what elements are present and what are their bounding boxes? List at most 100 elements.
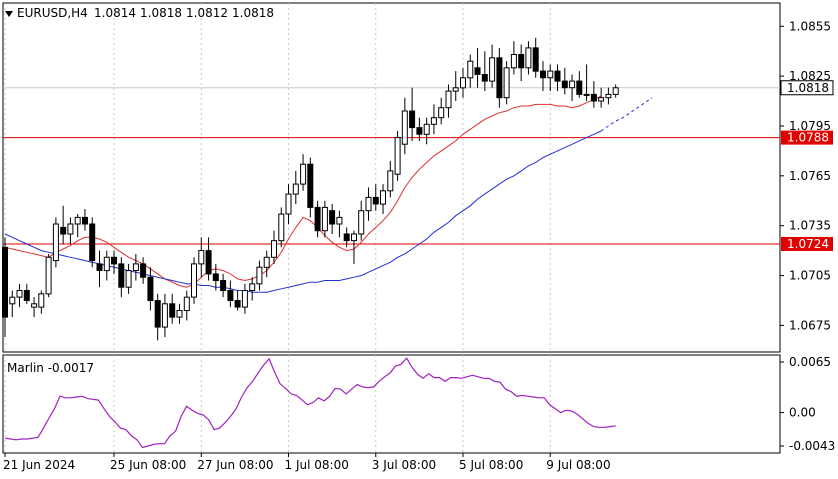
candle[interactable] (183, 290, 190, 321)
candle[interactable] (576, 71, 583, 98)
candle[interactable] (285, 184, 292, 225)
candle[interactable] (518, 44, 525, 82)
candle[interactable] (103, 250, 110, 281)
candle[interactable] (329, 204, 336, 235)
candle[interactable] (154, 293, 161, 341)
candle[interactable] (590, 81, 597, 108)
candle[interactable] (278, 207, 285, 248)
candle[interactable] (358, 200, 365, 241)
candle[interactable] (496, 47, 503, 108)
candle[interactable] (256, 260, 263, 291)
indicator-tick-label: -0.0043 (789, 439, 835, 453)
time-tick-label: 21 Jun 2024 (3, 458, 75, 472)
candle[interactable] (271, 230, 277, 264)
candle[interactable] (205, 237, 212, 281)
candle[interactable] (89, 217, 96, 268)
candle[interactable] (125, 263, 132, 294)
ohlc-low: 1.0812 (186, 6, 228, 20)
candle[interactable] (605, 87, 612, 105)
candle[interactable] (300, 154, 307, 191)
candle[interactable] (452, 71, 459, 102)
candle[interactable] (510, 41, 517, 75)
candle[interactable] (249, 277, 256, 301)
candle[interactable] (198, 237, 205, 278)
candle[interactable] (118, 257, 125, 298)
indicator-panel[interactable] (2, 354, 781, 454)
candle[interactable] (503, 61, 510, 105)
candle[interactable] (212, 263, 219, 291)
candle[interactable] (351, 230, 357, 264)
candle[interactable] (82, 209, 88, 231)
candle[interactable] (467, 54, 474, 88)
candle[interactable] (147, 267, 154, 311)
candle[interactable] (409, 87, 416, 141)
candle[interactable] (227, 280, 234, 308)
candle[interactable] (430, 104, 437, 135)
candle[interactable] (74, 214, 81, 238)
candle[interactable] (38, 290, 45, 314)
candle[interactable] (191, 257, 197, 304)
price-tick-label: 1.0735 (789, 219, 831, 233)
candle[interactable] (416, 117, 423, 141)
candle[interactable] (176, 303, 183, 324)
candle[interactable] (481, 51, 488, 92)
level-price-label: 1.0788 (787, 131, 829, 145)
candle[interactable] (423, 117, 430, 145)
candle[interactable] (31, 297, 38, 318)
indicator-tick-label: 0.0065 (789, 355, 831, 369)
candle[interactable] (401, 97, 408, 155)
candle[interactable] (241, 283, 248, 314)
candle[interactable] (307, 157, 314, 218)
candle[interactable] (45, 253, 52, 298)
candle[interactable] (2, 237, 8, 338)
candle[interactable] (394, 130, 401, 181)
candle[interactable] (263, 250, 270, 278)
candle[interactable] (372, 184, 379, 211)
candle[interactable] (23, 283, 30, 304)
level-price-label: 1.0724 (787, 237, 829, 251)
candle[interactable] (16, 283, 23, 308)
candle[interactable] (365, 187, 372, 221)
candle[interactable] (612, 84, 619, 98)
candle[interactable] (292, 170, 299, 205)
candle[interactable] (52, 217, 59, 268)
candle[interactable] (547, 64, 554, 92)
candle[interactable] (438, 97, 445, 125)
candle[interactable] (380, 184, 386, 215)
fast-moving-average-line (4, 95, 602, 288)
candle[interactable] (321, 200, 328, 238)
candle[interactable] (525, 41, 532, 75)
dropdown-triangle-icon[interactable] (5, 11, 13, 17)
price-tick-label: 1.0825 (789, 69, 831, 83)
candle[interactable] (474, 47, 481, 88)
candle[interactable] (387, 160, 394, 198)
candle[interactable] (532, 37, 539, 78)
candle[interactable] (569, 74, 576, 102)
candle[interactable] (540, 61, 546, 92)
candle[interactable] (598, 87, 605, 108)
main-price-panel[interactable] (2, 2, 781, 353)
candle[interactable] (60, 205, 67, 244)
candle[interactable] (336, 210, 343, 238)
candle[interactable] (460, 67, 466, 98)
candle[interactable] (67, 217, 74, 244)
candle[interactable] (489, 44, 496, 88)
candle[interactable] (161, 293, 168, 338)
candle[interactable] (343, 227, 350, 248)
candle[interactable] (583, 64, 590, 102)
candle[interactable] (111, 250, 117, 274)
indicator-axis: 0.0065 0.00 -0.0043 (780, 355, 835, 453)
candle[interactable] (314, 200, 321, 238)
indicator-label: Marlin -0.0017 (7, 361, 94, 375)
candle[interactable] (132, 253, 139, 281)
candle[interactable] (169, 293, 176, 324)
candle[interactable] (140, 257, 147, 284)
candle[interactable] (561, 67, 568, 95)
candle[interactable] (554, 64, 561, 92)
candle[interactable] (445, 84, 452, 118)
candle[interactable] (9, 290, 16, 318)
candle[interactable] (220, 273, 227, 298)
candle[interactable] (96, 250, 103, 288)
candle[interactable] (234, 290, 241, 311)
